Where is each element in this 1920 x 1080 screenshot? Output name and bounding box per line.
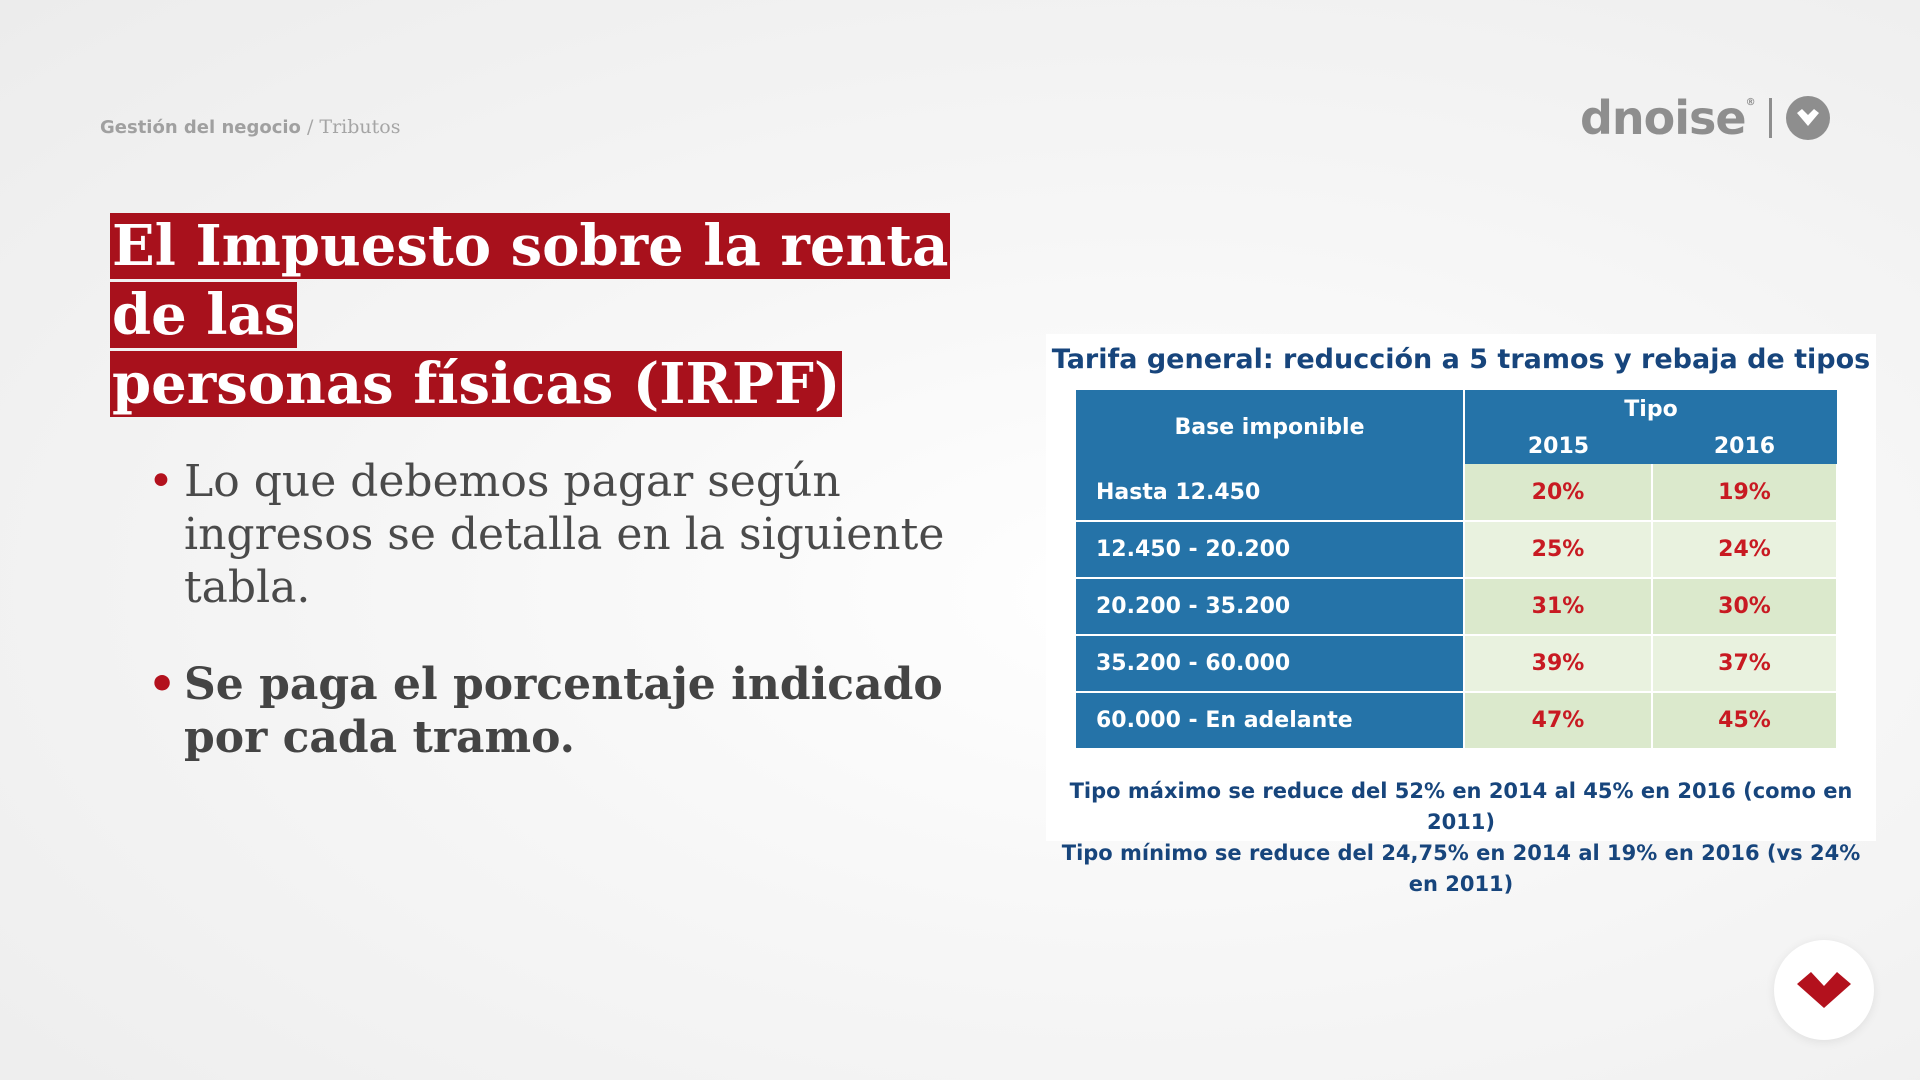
note-tipo-maximo: Tipo máximo se reduce del 52% en 2014 al… bbox=[1069, 779, 1853, 834]
table-title: Tarifa general: reducción a 5 tramos y r… bbox=[1051, 344, 1871, 375]
bullet-text: Se paga el porcentaje indicado por cada … bbox=[184, 659, 943, 763]
brand-name: dnoise bbox=[1580, 91, 1747, 145]
breadcrumb-section[interactable]: Gestión del negocio bbox=[100, 117, 301, 138]
title-line-2: personas físicas (IRPF) bbox=[110, 351, 843, 417]
tax-rate-table: Base imponible Tipo 2015 2016 Hasta 12.4… bbox=[1076, 390, 1838, 750]
bullet-dot-icon: • bbox=[148, 659, 177, 710]
breadcrumb-topic[interactable]: Tributos bbox=[319, 116, 401, 138]
table-row: 60.000 - En adelante 47% 45% bbox=[1076, 692, 1838, 750]
rate-2015: 31% bbox=[1464, 578, 1653, 636]
brand-divider bbox=[1768, 98, 1772, 138]
table-row: 35.200 - 60.000 39% 37% bbox=[1076, 635, 1838, 693]
row-base: 60.000 - En adelante bbox=[1076, 692, 1465, 750]
rate-2016: 45% bbox=[1652, 692, 1838, 750]
row-base: Hasta 12.450 bbox=[1076, 464, 1465, 522]
header-base-imponible: Base imponible bbox=[1076, 390, 1465, 464]
row-base: 35.200 - 60.000 bbox=[1076, 635, 1465, 693]
rate-2016: 19% bbox=[1652, 464, 1838, 522]
rate-2015: 20% bbox=[1464, 464, 1653, 522]
heart-badge-icon bbox=[1785, 96, 1830, 140]
header-year-2016: 2016 bbox=[1652, 428, 1837, 464]
row-base: 20.200 - 35.200 bbox=[1076, 578, 1465, 636]
row-base: 12.450 - 20.200 bbox=[1076, 521, 1465, 579]
brand-wordmark: dnoise® bbox=[1580, 91, 1756, 145]
table-notes: Tipo máximo se reduce del 52% en 2014 al… bbox=[1046, 776, 1876, 900]
tax-table-card: Tarifa general: reducción a 5 tramos y r… bbox=[1046, 334, 1876, 896]
header-tipo: Tipo bbox=[1464, 390, 1837, 428]
bullet-dot-icon: • bbox=[148, 456, 174, 507]
breadcrumb-separator: / bbox=[300, 116, 320, 138]
bullet-text: Lo que debemos pagar según ingresos se d… bbox=[184, 456, 945, 613]
table-row: 12.450 - 20.200 25% 24% bbox=[1076, 521, 1838, 579]
floating-heart-button[interactable] bbox=[1774, 940, 1874, 1040]
bullet-item: • Se paga el porcentaje indicado por cad… bbox=[148, 658, 1028, 764]
bullet-item: • Lo que debemos pagar según ingresos se… bbox=[148, 455, 1028, 614]
table-row: 20.200 - 35.200 31% 30% bbox=[1076, 578, 1838, 636]
title-line-1: El Impuesto sobre la renta de las bbox=[110, 213, 951, 348]
rate-2015: 47% bbox=[1464, 692, 1653, 750]
note-tipo-minimo: Tipo mínimo se reduce del 24,75% en 2014… bbox=[1061, 841, 1861, 896]
registered-mark: ® bbox=[1745, 97, 1756, 108]
header-year-2015: 2015 bbox=[1464, 428, 1652, 464]
page-title: El Impuesto sobre la renta de las person… bbox=[110, 212, 1010, 419]
rate-2015: 25% bbox=[1464, 521, 1653, 579]
rate-2015: 39% bbox=[1464, 635, 1653, 693]
bullet-list: • Lo que debemos pagar según ingresos se… bbox=[148, 455, 1028, 764]
rate-2016: 37% bbox=[1652, 635, 1838, 693]
brand-logo[interactable]: dnoise® bbox=[1580, 90, 1830, 146]
rate-2016: 24% bbox=[1652, 521, 1838, 579]
breadcrumb: Gestión del negocio / Tributos bbox=[100, 116, 400, 138]
heart-icon bbox=[1797, 972, 1851, 1008]
rate-2016: 30% bbox=[1652, 578, 1838, 636]
table-row: Hasta 12.450 20% 19% bbox=[1076, 464, 1838, 522]
